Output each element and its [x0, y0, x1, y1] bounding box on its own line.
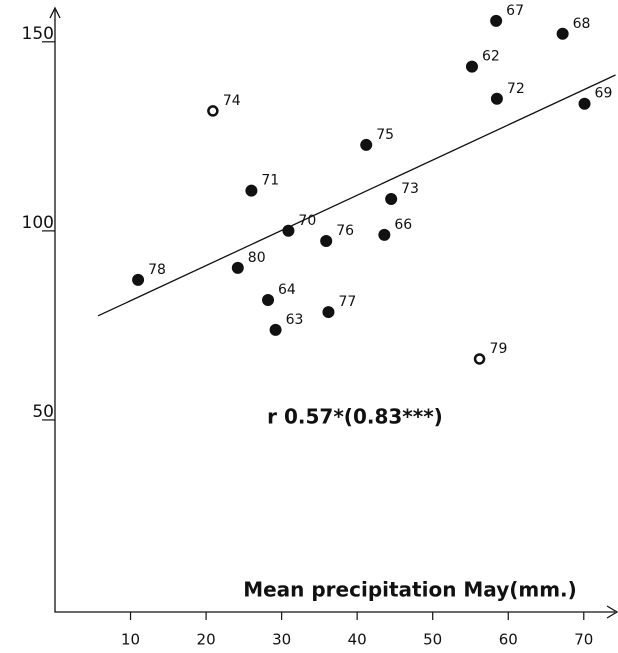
point-label: 71 — [261, 173, 279, 189]
point — [556, 27, 569, 40]
point — [360, 138, 373, 151]
y-tick-label: 50 — [32, 402, 54, 422]
point — [465, 60, 478, 73]
point — [269, 323, 282, 336]
point — [378, 228, 391, 241]
axes — [54, 10, 615, 613]
y-arrow — [49, 6, 61, 19]
point — [322, 306, 335, 319]
x-axis-label: Mean precipitation May(mm.) — [243, 578, 577, 602]
trend-line — [97, 74, 616, 317]
annotation: r 0.57*(0.83***) — [267, 405, 443, 429]
point — [490, 14, 503, 27]
point — [231, 261, 244, 274]
point-label: 76 — [336, 223, 354, 239]
point-label: 68 — [573, 16, 591, 32]
y-tick-label: 150 — [22, 24, 54, 44]
point — [473, 353, 486, 365]
point-label: 64 — [278, 282, 296, 298]
point-label: 75 — [376, 127, 394, 143]
point — [132, 273, 145, 286]
x-tick-label: 50 — [423, 631, 442, 649]
point-label: 79 — [490, 341, 508, 357]
x-tick-label: 20 — [197, 631, 216, 649]
y-tick-label: 100 — [22, 213, 54, 233]
point-label: 66 — [394, 217, 412, 233]
x-tick-label: 40 — [348, 631, 367, 649]
point — [320, 234, 333, 247]
point-label: 74 — [223, 93, 241, 109]
point-label: 72 — [507, 81, 525, 97]
point-label: 70 — [298, 213, 316, 229]
point — [490, 92, 503, 105]
point — [207, 105, 219, 117]
point-label: 63 — [286, 312, 304, 328]
point — [385, 193, 398, 206]
point-label: 73 — [401, 181, 419, 197]
point-label: 78 — [148, 262, 166, 278]
point-label: 80 — [248, 250, 266, 266]
x-tick-label: 70 — [574, 631, 593, 649]
point-label: 62 — [482, 49, 500, 65]
point — [578, 97, 591, 110]
point — [245, 184, 258, 197]
point-label: 77 — [338, 294, 356, 310]
point — [262, 293, 275, 306]
x-arrow — [606, 605, 618, 619]
point-label: 67 — [506, 3, 524, 19]
point-label: 69 — [595, 86, 613, 102]
x-tick-label: 30 — [272, 631, 291, 649]
x-tick-label: 60 — [499, 631, 518, 649]
point — [282, 224, 295, 237]
x-tick-label: 10 — [121, 631, 140, 649]
